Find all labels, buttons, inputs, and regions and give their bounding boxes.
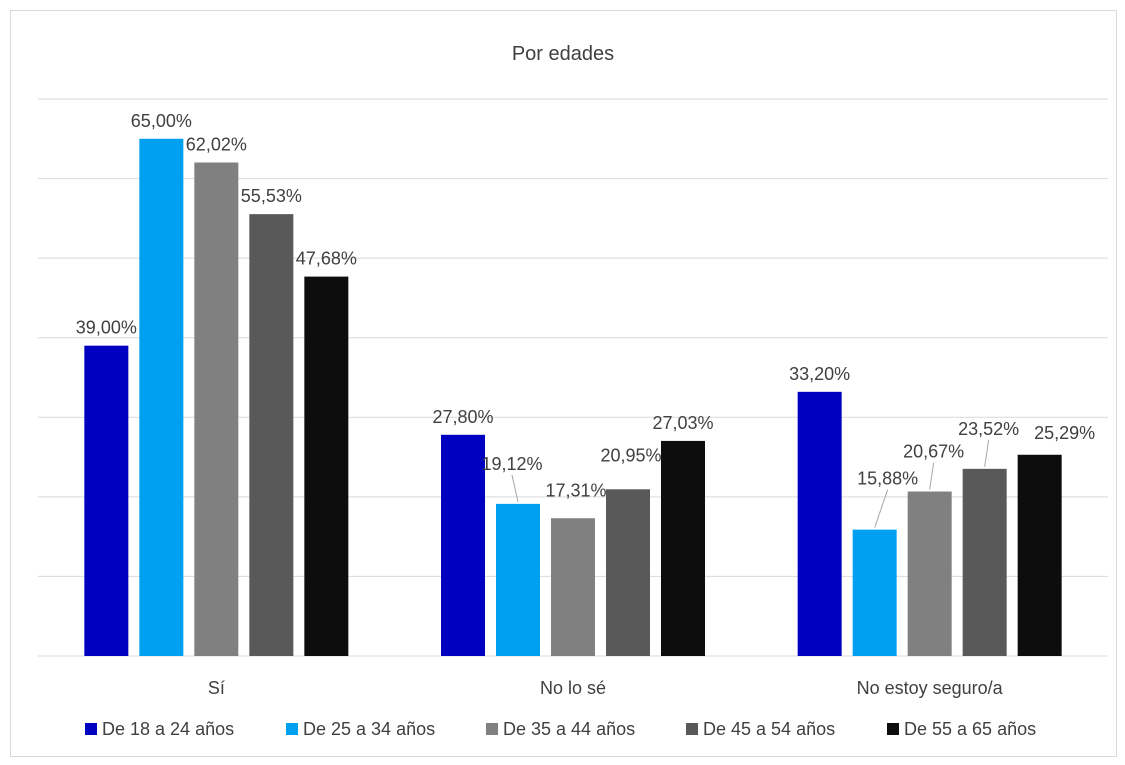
legend-item: De 55 a 65 años	[887, 719, 1036, 739]
bar	[606, 489, 650, 656]
legend-item: De 25 a 34 años	[286, 719, 435, 739]
data-labels: 39,00% 65,00% 62,02% 55,53% 47,68% 27,80% 19,1…	[76, 111, 1095, 500]
legend-swatch	[486, 723, 498, 735]
bar	[797, 391, 842, 656]
legend-swatch	[286, 723, 298, 735]
leader-lines	[511, 439, 990, 528]
bar	[194, 162, 239, 657]
bar	[304, 276, 349, 656]
legend-item: De 18 a 24 años	[85, 719, 234, 739]
legend-label: De 55 a 65 años	[904, 719, 1036, 739]
data-label: 62,02%	[186, 134, 247, 154]
bar	[962, 468, 1007, 656]
data-label: 15,88%	[857, 469, 918, 489]
data-label: 55,53%	[241, 186, 302, 206]
category-label: No lo sé	[540, 678, 606, 698]
category-label: Sí	[208, 678, 225, 698]
data-label: 39,00%	[76, 318, 137, 338]
data-label: 23,52%	[958, 419, 1019, 439]
leader-line	[511, 474, 519, 502]
data-label: 17,31%	[545, 480, 606, 500]
leader-line	[984, 439, 990, 467]
legend-item: De 35 a 44 años	[486, 719, 635, 739]
bar	[1017, 454, 1062, 656]
bar	[852, 529, 897, 656]
bar	[84, 345, 129, 656]
bar	[551, 518, 595, 656]
leader-line	[874, 489, 889, 528]
legend-label: De 25 a 34 años	[303, 719, 435, 739]
legend-label: De 45 a 54 años	[703, 719, 835, 739]
data-label: 19,12%	[481, 454, 542, 474]
data-label: 65,00%	[131, 111, 192, 131]
data-label: 27,80%	[432, 407, 493, 427]
data-label: 25,29%	[1034, 423, 1095, 443]
chart-area: 39,00% 65,00% 62,02% 55,53% 47,68% 27,80% 19,1…	[10, 10, 1117, 757]
legend-label: De 35 a 44 años	[503, 719, 635, 739]
bar	[907, 491, 952, 656]
bar	[661, 440, 705, 656]
legend-label: De 18 a 24 años	[102, 719, 234, 739]
legend-item: De 45 a 54 años	[686, 719, 835, 739]
bar	[139, 138, 184, 656]
bar	[441, 434, 485, 656]
data-label: 33,20%	[789, 364, 850, 384]
data-label: 27,03%	[652, 413, 713, 433]
legend-swatch	[686, 723, 698, 735]
data-label: 20,67%	[903, 442, 964, 462]
legend-swatch	[887, 723, 899, 735]
bar-chart: 39,00% 65,00% 62,02% 55,53% 47,68% 27,80% 19,1…	[38, 43, 1108, 739]
category-labels: Sí No lo sé No estoy seguro/a	[208, 678, 1004, 698]
data-label: 47,68%	[296, 249, 357, 269]
legend-swatch	[85, 723, 97, 735]
legend: De 18 a 24 años De 25 a 34 años De 35 a 44…	[85, 719, 1036, 739]
bar	[496, 503, 540, 656]
bar	[249, 214, 294, 656]
bars	[84, 138, 1062, 657]
category-label: No estoy seguro/a	[857, 678, 1004, 698]
data-label: 20,95%	[600, 445, 661, 465]
chart-title: Por edades	[512, 43, 614, 65]
leader-line	[929, 462, 935, 490]
